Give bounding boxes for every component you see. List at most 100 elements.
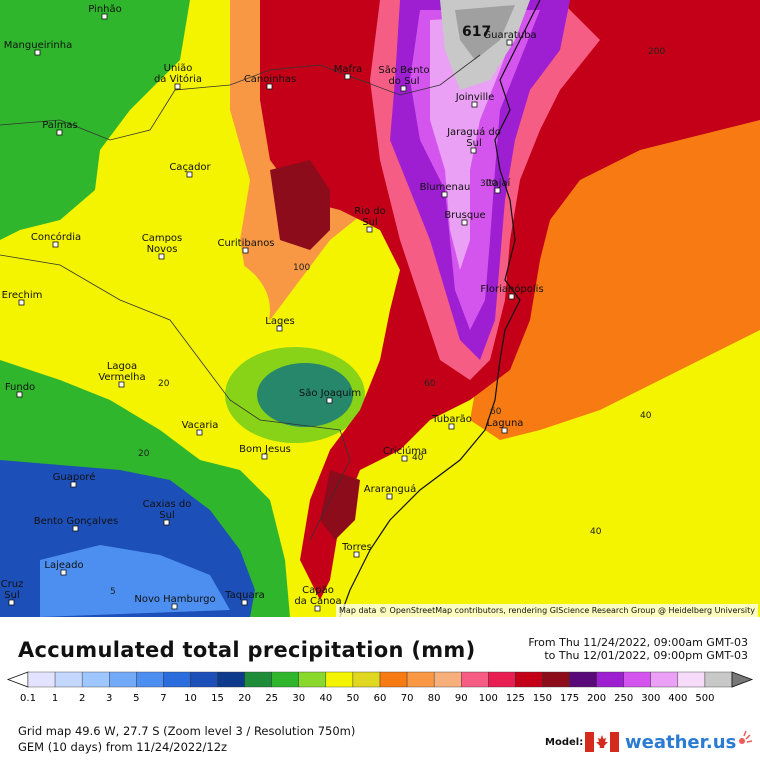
legend-tick-label: 100 (479, 693, 498, 704)
city-label: Blumenau (420, 182, 471, 193)
city-label: São Bento do Sul (378, 65, 429, 87)
city-marker (8, 599, 15, 606)
city-marker (52, 241, 59, 248)
city-marker (163, 519, 170, 526)
city-marker (470, 147, 477, 154)
city-marker (118, 381, 125, 388)
city-marker (174, 83, 181, 90)
legend-swatch (379, 671, 408, 688)
coastline (339, 0, 541, 617)
contour-label: 20 (138, 449, 150, 459)
city-marker (494, 187, 501, 194)
city-label: Rio do Sul (354, 206, 386, 228)
legend-swatch (163, 671, 191, 688)
city-marker (60, 569, 67, 576)
city-label: Curitibanos (217, 238, 274, 249)
legend-swatch (81, 671, 110, 688)
legend-tick-label: 15 (211, 693, 224, 704)
band-dark-red (270, 160, 330, 250)
city-marker (344, 73, 351, 80)
legend-tick-label: 50 (347, 693, 360, 704)
legend-swatch (406, 671, 435, 688)
band-yellow-west (110, 250, 270, 370)
city-marker (18, 299, 25, 306)
legend-tick-label: 10 (184, 693, 197, 704)
city-marker (186, 171, 193, 178)
city-label: Caxias do Sul (143, 499, 192, 521)
city-label: Capão da Canoa (294, 585, 341, 607)
band-lavender (430, 15, 520, 270)
band-green-saojoaquim (225, 347, 365, 443)
city-marker (326, 397, 333, 404)
contour-label: 20 (158, 379, 170, 389)
city-marker (276, 325, 283, 332)
city-marker (441, 191, 448, 198)
city-label: Pinhão (88, 4, 122, 15)
legend-swatch (569, 671, 597, 688)
band-dark-grey (455, 5, 515, 60)
city-label: Bento Gonçalves (34, 516, 118, 527)
city-marker (461, 219, 468, 226)
city-label: Erechim (2, 290, 43, 301)
legend-arrow-right (731, 671, 754, 688)
city-label: Canoinhas (244, 74, 296, 85)
legend-swatch (27, 671, 56, 688)
band-lightblue-sw (40, 545, 230, 617)
precipitation-map[interactable]: 200 300 100 20 20 60 60 40 40 40 5 617 P… (0, 0, 760, 617)
city-label: Criciúma (383, 445, 427, 457)
city-label: União da Vitória (154, 63, 202, 85)
city-label: Mangueirinha (4, 40, 72, 51)
legend-tick-label: 80 (428, 693, 441, 704)
city-label: São Joaquim (299, 388, 361, 399)
brand-logo[interactable]: weather.us (585, 730, 754, 754)
city-label: Palmas (42, 120, 78, 131)
city-label: Laguna (487, 418, 524, 429)
city-label: Bom Jesus (239, 444, 291, 455)
city-label: Jaraguá do Sul (446, 126, 501, 149)
legend-swatch (433, 671, 462, 688)
legend-tick-label: 3 (106, 693, 112, 704)
legend-tick-label: 90 (455, 693, 468, 704)
city-marker (34, 49, 41, 56)
time-range-to: to Thu 12/01/2022, 09:00pm GMT-03 (544, 649, 748, 662)
city-label: Lages (265, 316, 294, 327)
legend-tick-label: 300 (641, 693, 660, 704)
map-attribution: Map data © OpenStreetMap contributors, r… (336, 604, 758, 617)
city-label: Tubarão (431, 414, 472, 425)
legend-swatch (136, 671, 164, 688)
city-marker (72, 525, 79, 532)
city-marker (261, 453, 268, 460)
legend-swatch (244, 671, 272, 688)
legend-tick-label: 5 (133, 693, 139, 704)
legend-tick-label: 70 (401, 693, 414, 704)
city-marker (400, 85, 407, 92)
city-marker (401, 455, 408, 462)
contour-label: 100 (293, 263, 310, 273)
legend-arrow-left (6, 671, 29, 688)
canada-flag-icon (585, 732, 619, 752)
legend-tick-label: 125 (506, 693, 525, 704)
city-marker (101, 13, 108, 20)
legend-swatch (325, 671, 354, 688)
city-marker (366, 226, 373, 233)
brand-name: weather.us (625, 731, 737, 753)
city-label: Lagoa Vermelha (98, 361, 145, 383)
city-label: Lajeado (44, 560, 83, 571)
legend-swatch (298, 671, 327, 688)
city-marker (448, 423, 455, 430)
legend-swatch (54, 671, 83, 688)
contour-label: 40 (412, 453, 424, 463)
city-label: Araranguá (364, 483, 416, 495)
contour-label: 60 (490, 407, 502, 417)
city-label: Mafra (334, 64, 363, 75)
contour-label: 40 (590, 527, 602, 537)
city-label: Guaporé (53, 471, 96, 483)
city-marker (353, 551, 360, 558)
city-marker (508, 293, 515, 300)
city-label: Vacaria (182, 420, 219, 431)
city-label: Florianópolis (480, 283, 543, 295)
legend-swatch (109, 671, 137, 688)
city-marker (158, 253, 165, 260)
legend-tick-label: 2 (79, 693, 85, 704)
legend-swatch (704, 671, 733, 688)
